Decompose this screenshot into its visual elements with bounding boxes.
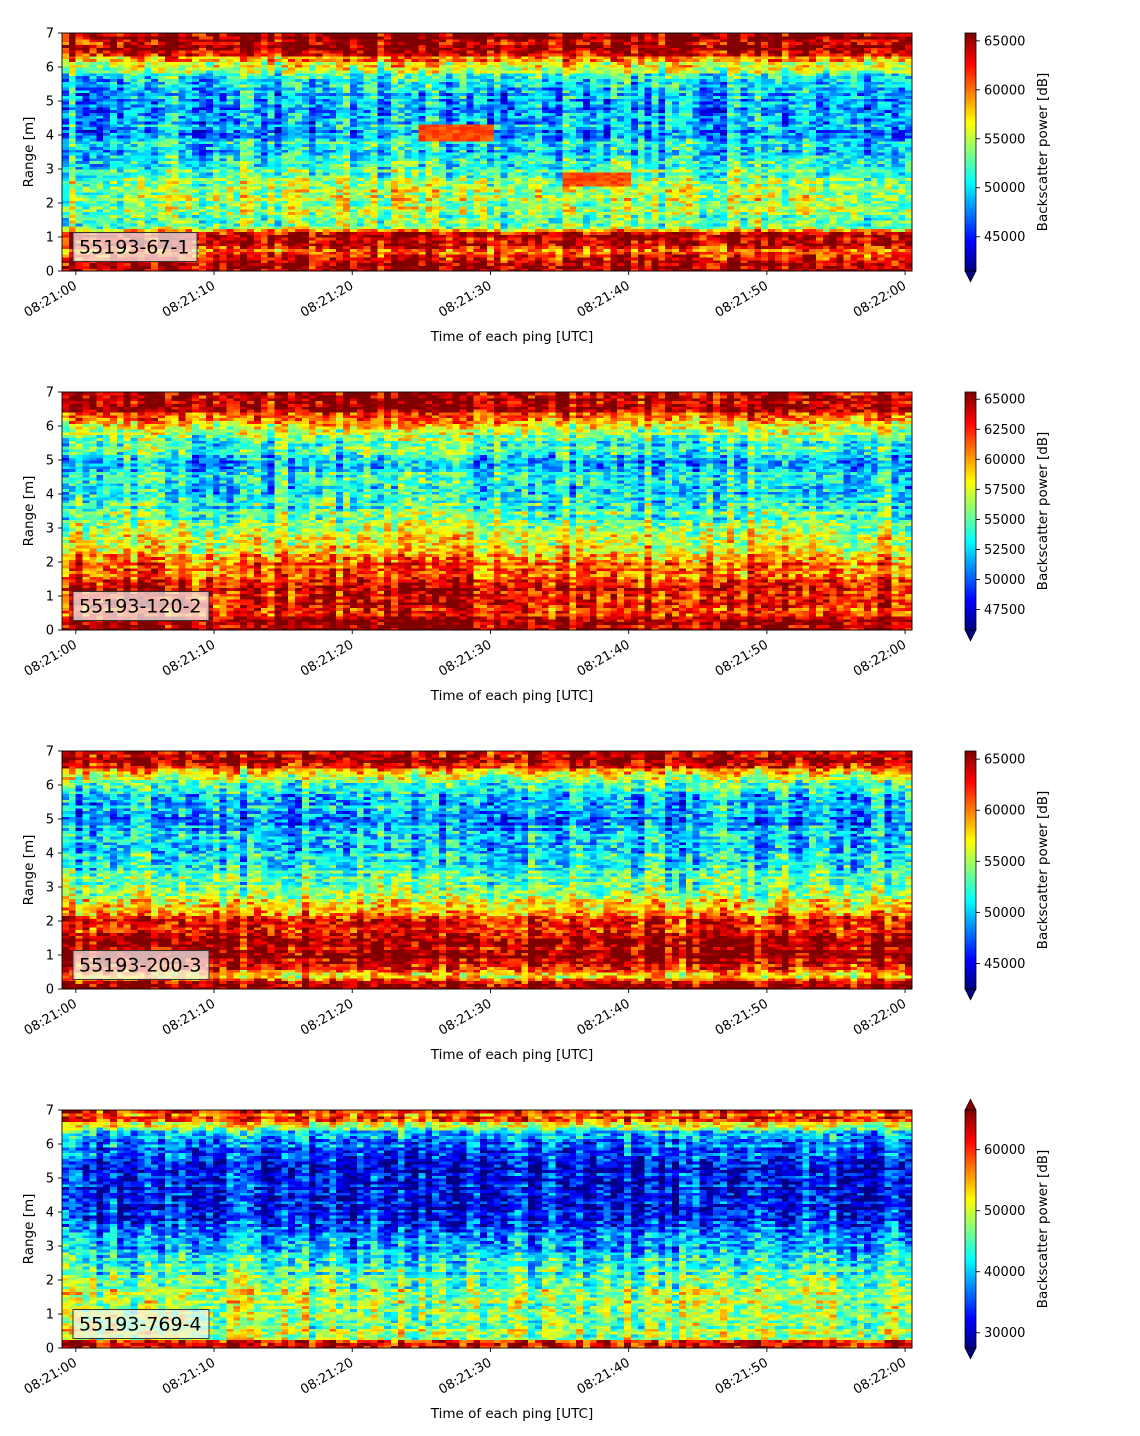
panel-1: 0123456708:21:00 08:21:10 08:21:20 08:21:30… — [21, 27, 1051, 346]
